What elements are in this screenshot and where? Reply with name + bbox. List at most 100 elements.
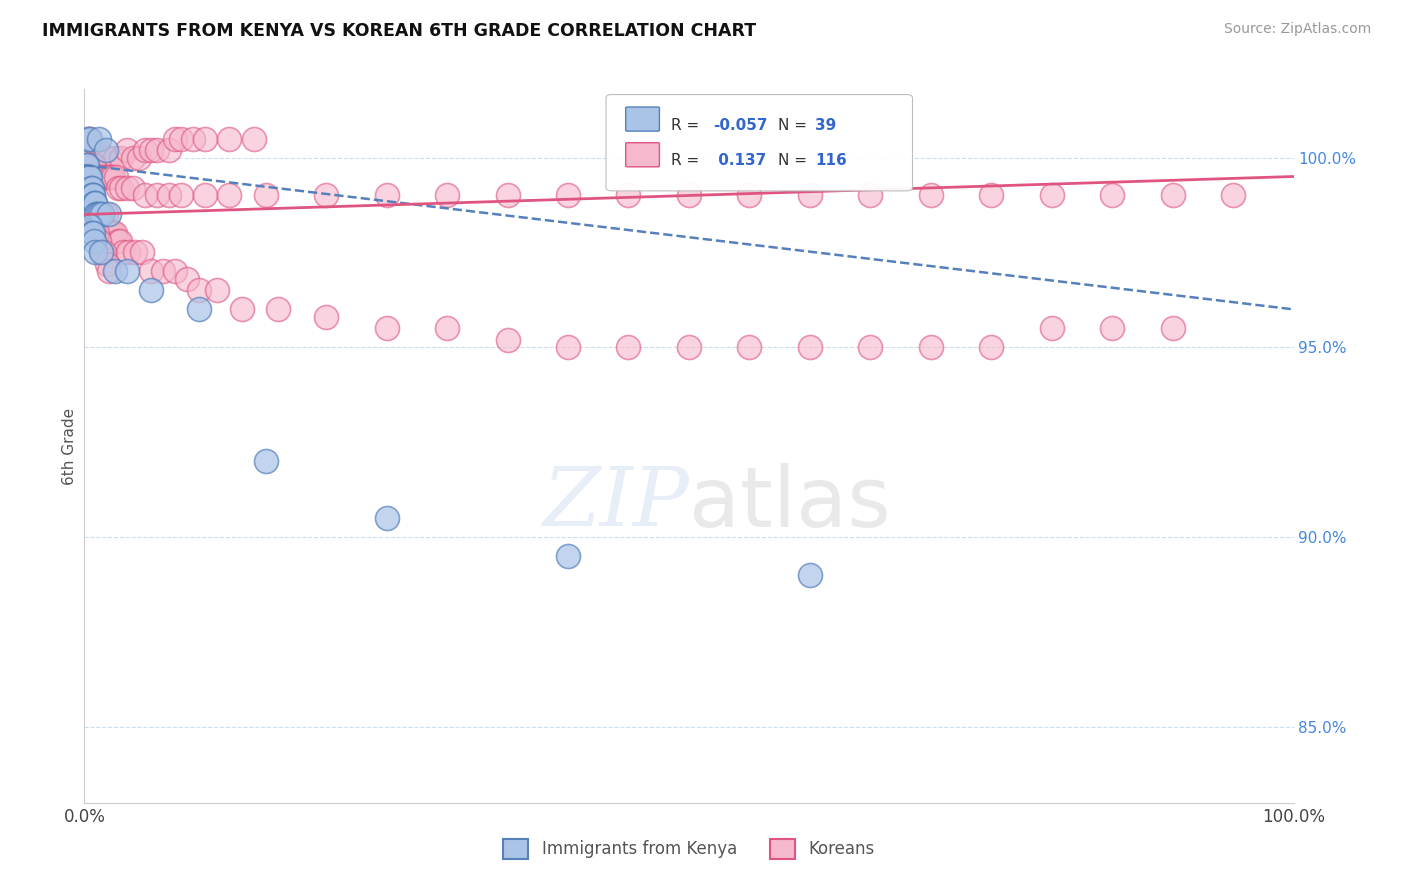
- Point: [77, 196, 100, 211]
- Point: [315, 188, 337, 202]
- Point: [157, 188, 180, 202]
- Point: [134, 188, 156, 202]
- Point: [107, 181, 129, 195]
- Point: [920, 340, 942, 354]
- Point: [83, 196, 105, 211]
- Point: [170, 188, 193, 202]
- Point: [82, 188, 104, 202]
- Legend: Immigrants from Kenya, Koreans: Immigrants from Kenya, Koreans: [496, 832, 882, 866]
- Point: [139, 143, 162, 157]
- Point: [181, 131, 204, 145]
- Point: [121, 151, 143, 165]
- Point: [87, 169, 110, 184]
- Point: [101, 227, 124, 241]
- Point: [1101, 321, 1123, 335]
- Point: [76, 158, 98, 172]
- Point: [97, 207, 120, 221]
- Point: [76, 207, 98, 221]
- Point: [188, 284, 211, 298]
- Point: [799, 340, 821, 354]
- Text: Source: ZipAtlas.com: Source: ZipAtlas.com: [1223, 22, 1371, 37]
- Point: [375, 188, 398, 202]
- Point: [96, 257, 118, 271]
- Point: [131, 245, 153, 260]
- Point: [738, 188, 761, 202]
- Point: [103, 169, 125, 184]
- Point: [90, 207, 112, 221]
- Point: [79, 219, 101, 233]
- Point: [920, 188, 942, 202]
- Point: [90, 169, 112, 184]
- Point: [557, 549, 579, 563]
- Point: [82, 227, 104, 241]
- Point: [231, 302, 253, 317]
- Point: [77, 158, 100, 172]
- Point: [77, 131, 100, 145]
- Point: [152, 264, 174, 278]
- Text: N =: N =: [778, 118, 811, 133]
- Point: [139, 284, 162, 298]
- Point: [80, 158, 103, 172]
- Point: [98, 264, 121, 278]
- Point: [90, 245, 112, 260]
- Point: [110, 181, 132, 195]
- Point: [207, 284, 229, 298]
- Point: [107, 234, 129, 248]
- Point: [82, 196, 104, 211]
- Text: 116: 116: [815, 153, 848, 169]
- Point: [79, 207, 101, 221]
- Point: [93, 245, 115, 260]
- Point: [104, 227, 127, 241]
- Point: [254, 454, 277, 468]
- Point: [98, 227, 121, 241]
- Point: [76, 158, 98, 172]
- Point: [557, 188, 579, 202]
- Point: [97, 169, 120, 184]
- Point: [436, 188, 458, 202]
- Point: [89, 151, 111, 165]
- Point: [1161, 321, 1184, 335]
- Point: [115, 143, 138, 157]
- Point: [75, 169, 97, 184]
- Point: [218, 131, 240, 145]
- Point: [82, 188, 104, 202]
- Text: ZIP: ZIP: [543, 463, 689, 543]
- Point: [859, 188, 882, 202]
- Text: 39: 39: [815, 118, 837, 133]
- Point: [97, 227, 120, 241]
- Point: [557, 340, 579, 354]
- Point: [117, 245, 139, 260]
- Point: [436, 321, 458, 335]
- Point: [112, 245, 135, 260]
- Point: [84, 196, 107, 211]
- Point: [91, 207, 114, 221]
- Point: [86, 227, 108, 241]
- Point: [90, 245, 112, 260]
- Point: [83, 158, 105, 172]
- Point: [77, 131, 100, 145]
- Point: [83, 234, 105, 248]
- Point: [1222, 188, 1244, 202]
- Point: [91, 151, 114, 165]
- Point: [82, 143, 104, 157]
- Point: [134, 143, 156, 157]
- Point: [496, 333, 519, 347]
- Point: [79, 131, 101, 145]
- Point: [76, 169, 98, 184]
- Text: N =: N =: [778, 153, 811, 169]
- Point: [93, 169, 115, 184]
- Point: [157, 143, 180, 157]
- Point: [146, 143, 169, 157]
- Point: [87, 131, 110, 145]
- Point: [170, 131, 193, 145]
- Point: [188, 302, 211, 317]
- Point: [86, 207, 108, 221]
- Point: [84, 207, 107, 221]
- Point: [1161, 188, 1184, 202]
- Point: [84, 143, 107, 157]
- Text: atlas: atlas: [689, 463, 890, 543]
- Text: 0.137: 0.137: [713, 153, 766, 169]
- Point: [115, 264, 138, 278]
- Point: [91, 207, 114, 221]
- Point: [1040, 321, 1063, 335]
